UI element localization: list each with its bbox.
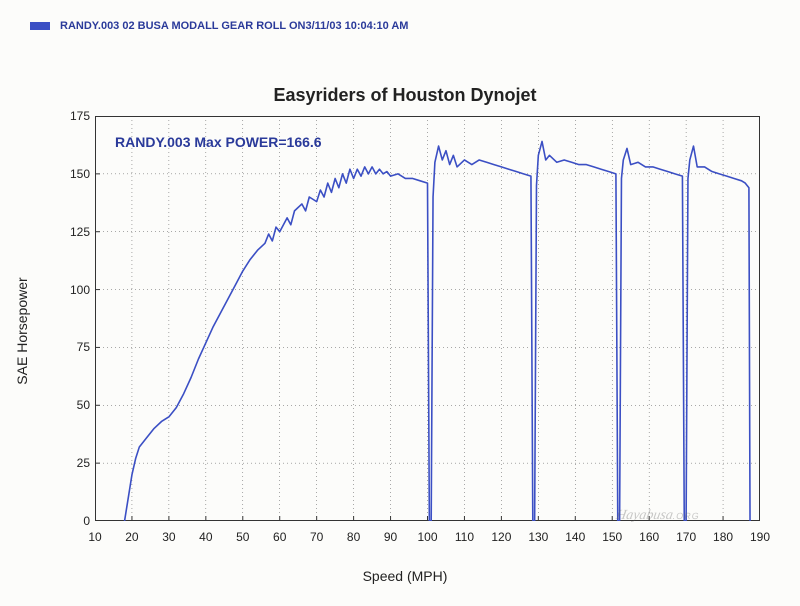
x-tick: 110 bbox=[455, 530, 474, 544]
x-tick: 30 bbox=[162, 530, 175, 544]
y-tick: 25 bbox=[50, 456, 90, 470]
x-axis-label: Speed (MPH) bbox=[363, 568, 448, 584]
x-tick: 170 bbox=[676, 530, 696, 544]
y-tick: 125 bbox=[50, 225, 90, 239]
y-tick: 100 bbox=[50, 283, 90, 297]
chart-annotation: RANDY.003 Max POWER=166.6 bbox=[115, 134, 322, 150]
plot-wrapper: SAE Horsepower 0255075100125150175 10203… bbox=[40, 116, 770, 546]
x-tick: 70 bbox=[310, 530, 323, 544]
x-tick: 100 bbox=[417, 530, 437, 544]
x-tick: 140 bbox=[565, 530, 585, 544]
x-tick: 180 bbox=[713, 530, 733, 544]
x-tick: 120 bbox=[491, 530, 511, 544]
y-tick: 0 bbox=[50, 514, 90, 528]
legend-swatch bbox=[30, 22, 50, 30]
y-tick: 175 bbox=[50, 109, 90, 123]
header-text: RANDY.003 02 BUSA MODALL GEAR ROLL ON3/1… bbox=[60, 20, 408, 32]
plot-svg bbox=[95, 116, 760, 521]
x-tick: 60 bbox=[273, 530, 286, 544]
x-tick: 160 bbox=[639, 530, 659, 544]
x-tick: 80 bbox=[347, 530, 360, 544]
y-tick: 50 bbox=[50, 398, 90, 412]
x-ticks: 1020304050607080901001101201301401501601… bbox=[95, 526, 760, 546]
x-tick: 50 bbox=[236, 530, 249, 544]
x-tick: 90 bbox=[384, 530, 397, 544]
x-tick: 150 bbox=[602, 530, 622, 544]
x-tick: 20 bbox=[125, 530, 138, 544]
y-ticks: 0255075100125150175 bbox=[50, 116, 90, 521]
header-legend: RANDY.003 02 BUSA MODALL GEAR ROLL ON3/1… bbox=[30, 20, 408, 32]
y-axis-label: SAE Horsepower bbox=[14, 277, 30, 384]
x-tick: 130 bbox=[528, 530, 548, 544]
y-tick: 150 bbox=[50, 167, 90, 181]
x-tick: 10 bbox=[88, 530, 101, 544]
chart-title: Easyriders of Houston Dynojet bbox=[40, 85, 770, 106]
dyno-chart: Easyriders of Houston Dynojet SAE Horsep… bbox=[40, 85, 770, 585]
x-tick: 40 bbox=[199, 530, 212, 544]
y-tick: 75 bbox=[50, 340, 90, 354]
x-tick: 190 bbox=[750, 530, 770, 544]
